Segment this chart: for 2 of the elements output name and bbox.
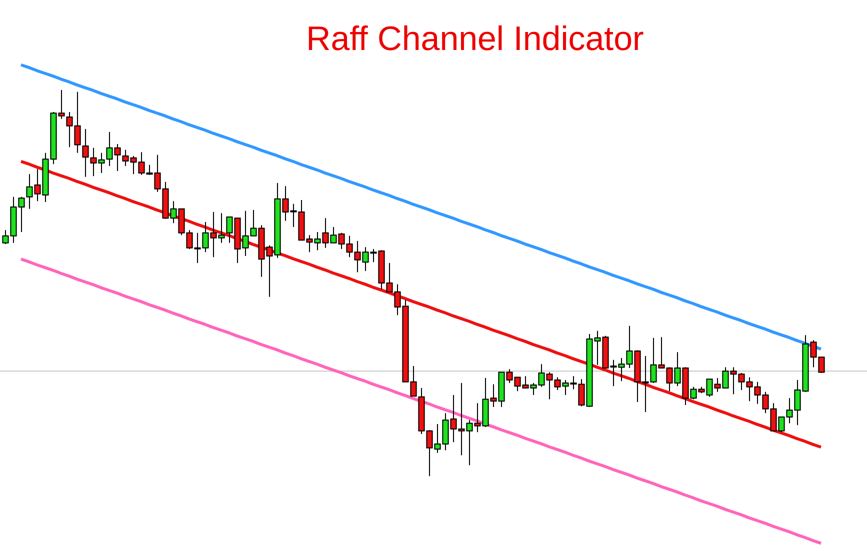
chart-title: Raff Channel Indicator (305, 20, 645, 59)
candlestick (82, 128, 89, 178)
